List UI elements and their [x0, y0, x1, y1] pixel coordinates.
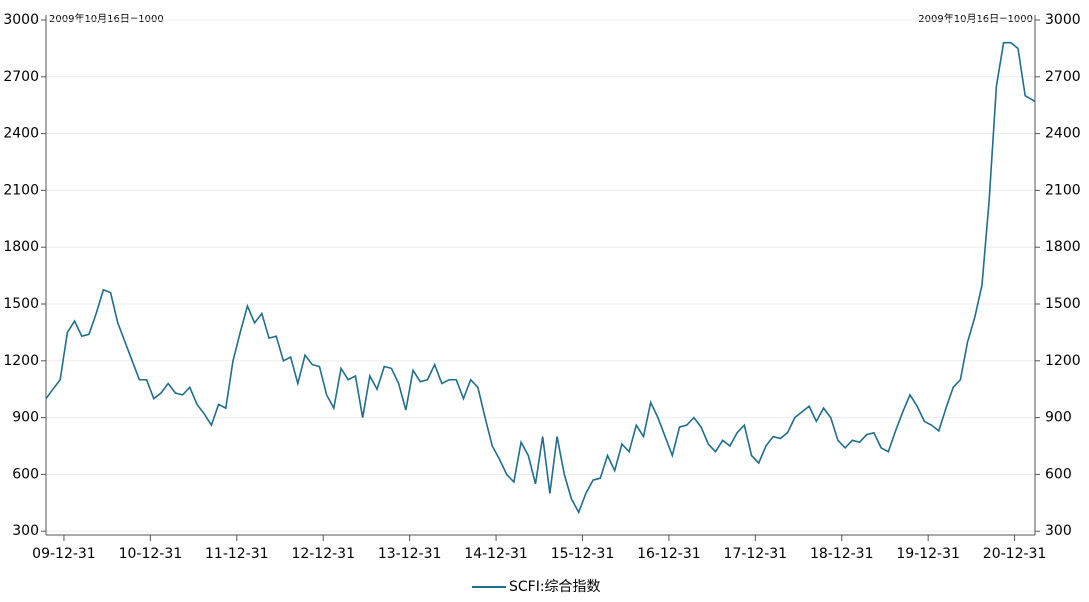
- y2-tick-label: 3000: [1045, 12, 1081, 28]
- y2-tick-label: 1500: [1045, 296, 1081, 312]
- x-tick-label: 15-12-31: [551, 546, 615, 562]
- y2-tick-label: 1200: [1045, 353, 1081, 369]
- y2-tick-label: 2700: [1045, 69, 1081, 85]
- y2-tick-label: 2100: [1045, 182, 1081, 198]
- y-tick-label: 1800: [3, 239, 39, 255]
- y-tick-label: 2700: [3, 69, 39, 85]
- y-tick-label: 1200: [3, 353, 39, 369]
- series-line: [45, 41, 1036, 515]
- x-tick-label: 11-12-31: [205, 546, 269, 562]
- y-tick-label: 1500: [3, 296, 39, 312]
- y2-tick-label: 2400: [1045, 126, 1081, 142]
- x-tick-label: 16-12-31: [637, 546, 701, 562]
- x-tick-label: 10-12-31: [119, 546, 183, 562]
- x-tick-label: 18-12-31: [810, 546, 874, 562]
- x-tick-label: 20-12-31: [983, 546, 1047, 562]
- y-tick-label: 3000: [3, 12, 39, 28]
- x-tick-label: 17-12-31: [724, 546, 788, 562]
- x-tick-label: 09-12-31: [32, 546, 96, 562]
- y2-tick-label: 600: [1045, 466, 1072, 482]
- y-tick-label: 2100: [3, 182, 39, 198]
- y2-tick-label: 300: [1045, 523, 1072, 539]
- x-tick-label: 13-12-31: [378, 546, 442, 562]
- x-tick-label: 14-12-31: [464, 546, 528, 562]
- legend-label: SCFI:综合指数: [509, 579, 601, 595]
- y-tick-label: 300: [12, 523, 39, 539]
- y-tick-label: 600: [12, 466, 39, 482]
- y-tick-label: 900: [12, 410, 39, 426]
- y2-tick-label: 900: [1045, 410, 1072, 426]
- y-tick-label: 2400: [3, 126, 39, 142]
- x-tick-label: 19-12-31: [896, 546, 960, 562]
- annotation: 2009年10月16日=1000: [918, 12, 1033, 25]
- y2-tick-label: 1800: [1045, 239, 1081, 255]
- x-tick-label: 12-12-31: [291, 546, 355, 562]
- annotation: 2009年10月16日=1000: [49, 12, 164, 25]
